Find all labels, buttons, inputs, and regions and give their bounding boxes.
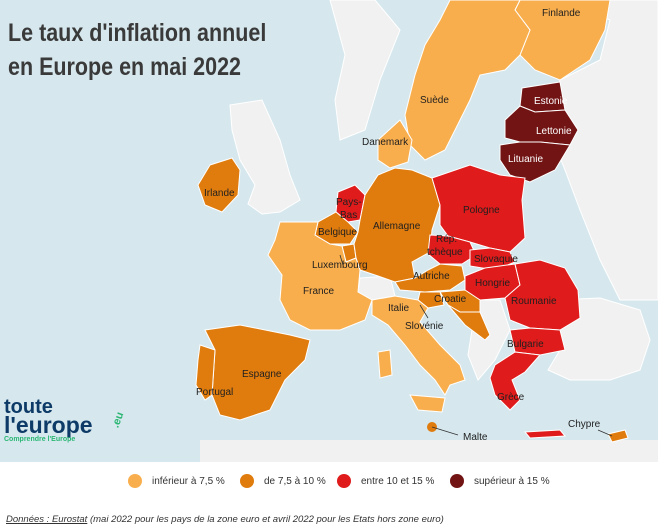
legend-item-1: inférieur à 7,5 % <box>128 474 225 488</box>
label-pays-bas-2: Bas <box>340 210 357 221</box>
country-suede <box>404 0 531 161</box>
label-espagne: Espagne <box>242 369 282 380</box>
malte-leader-line <box>431 426 459 436</box>
logo-line-2: l'europe <box>4 412 93 438</box>
label-allemagne: Allemagne <box>373 221 421 232</box>
label-danemark: Danemark <box>362 137 409 148</box>
country-portugal <box>195 344 216 401</box>
country-grece <box>489 351 542 411</box>
legend-item-4: supérieur à 15 % <box>450 474 550 488</box>
legend: inférieur à 7,5 % de 7,5 à 10 % entre 10… <box>0 470 658 496</box>
label-hongrie: Hongrie <box>475 278 510 289</box>
source-prefix[interactable]: Données : Eurostat <box>6 514 88 525</box>
logo-line-1: toute <box>4 396 53 418</box>
europe-map: Finlande Suède Estonie Lettonie Lituanie… <box>0 0 658 462</box>
legend-swatch-4 <box>450 474 464 488</box>
map-title: Le taux d'inflation annuel en Europe en … <box>8 19 267 81</box>
great-britain <box>229 99 301 215</box>
norway <box>329 0 401 141</box>
legend-label-1: inférieur à 7,5 % <box>152 475 225 487</box>
legend-label-2: de 7,5 à 10 % <box>264 475 326 487</box>
country-lituanie <box>499 141 571 183</box>
label-chypre: Chypre <box>568 419 601 430</box>
data-source: Données : Eurostat (mai 2022 pour les pa… <box>6 514 444 525</box>
legend-swatch-1 <box>128 474 142 488</box>
label-france: France <box>303 286 335 297</box>
label-autriche: Autriche <box>413 271 450 282</box>
country-grece-crete <box>523 429 567 439</box>
legend-item-3: entre 10 et 15 % <box>337 474 434 488</box>
country-chypre <box>607 429 629 443</box>
label-slovenie: Slovénie <box>405 321 444 332</box>
label-lettonie: Lettonie <box>536 126 572 137</box>
label-italie: Italie <box>388 303 410 314</box>
country-italie-sardaigne <box>377 349 393 379</box>
country-italie-sicile <box>409 394 446 413</box>
label-pays-bas-1: Pays- <box>336 197 362 208</box>
legend-swatch-3 <box>337 474 351 488</box>
label-pologne: Pologne <box>463 205 500 216</box>
slovenie-leader-line <box>419 304 429 319</box>
north-africa <box>200 440 658 462</box>
label-croatie: Croatie <box>434 294 467 305</box>
label-belgique: Belgique <box>318 227 357 238</box>
source-text: (mai 2022 pour les pays de la zone euro … <box>87 514 444 525</box>
label-finlande: Finlande <box>542 8 581 19</box>
legend-swatch-2 <box>240 474 254 488</box>
label-lituanie: Lituanie <box>508 154 543 165</box>
label-portugal: Portugal <box>196 387 233 398</box>
luxembourg-leader-line <box>339 254 344 266</box>
label-bulgarie: Bulgarie <box>507 339 544 350</box>
logo-tagline: Comprendre l'Europe <box>4 436 76 443</box>
label-roumanie: Roumanie <box>511 296 557 307</box>
label-rep-2: tchèque <box>427 247 463 258</box>
country-italie <box>371 295 466 396</box>
label-slovaquie: Slovaquie <box>474 254 518 265</box>
label-estonie: Estonie <box>534 96 568 107</box>
legend-item-2: de 7,5 à 10 % <box>240 474 326 488</box>
country-danemark <box>377 119 413 169</box>
country-slovenie <box>417 291 445 309</box>
chypre-leader-line <box>597 429 613 437</box>
label-malte: Malte <box>463 432 488 443</box>
country-republique-tcheque <box>427 234 477 265</box>
label-irlande: Irlande <box>204 188 235 199</box>
label-suede: Suède <box>420 95 449 106</box>
label-grece: Grèce <box>497 392 525 403</box>
label-rep-1: Rép. <box>436 234 457 245</box>
toute-leurope-logo[interactable]: toute l'europe Comprendre l'Europe .eu <box>4 396 134 446</box>
legend-label-4: supérieur à 15 % <box>474 475 550 487</box>
country-slovaquie <box>469 247 516 271</box>
country-irlande <box>197 157 241 213</box>
country-croatie-coast <box>447 304 491 341</box>
country-autriche <box>394 263 466 293</box>
russia-ukraine <box>544 0 658 301</box>
country-allemagne <box>353 167 441 283</box>
country-lettonie <box>504 105 579 146</box>
label-luxembourg: Luxembourg <box>312 260 368 271</box>
legend-label-3: entre 10 et 15 % <box>361 475 435 487</box>
